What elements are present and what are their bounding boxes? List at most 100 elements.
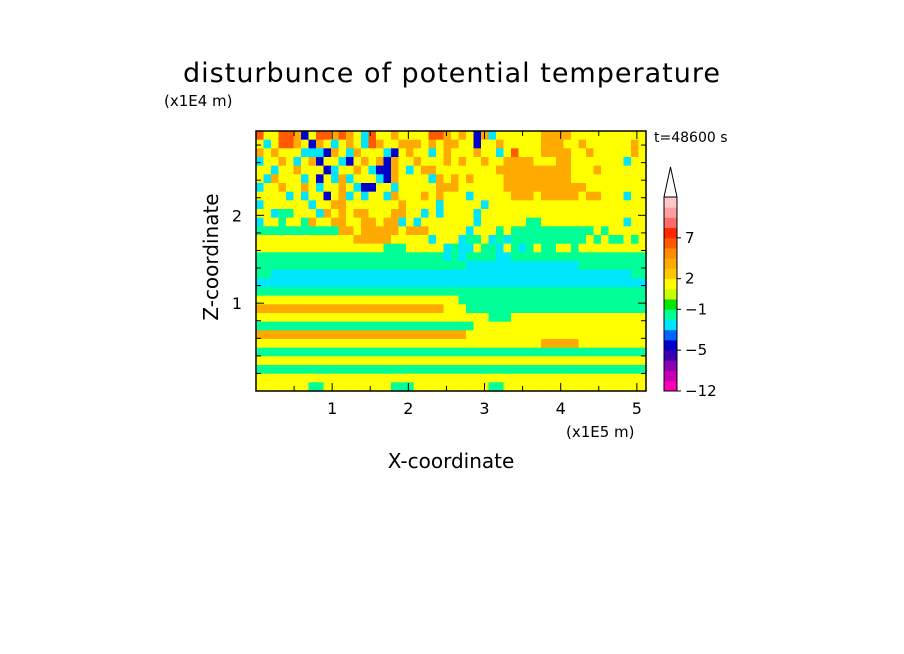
field-cell [391, 174, 400, 184]
field-cell [623, 330, 632, 340]
field-cell [361, 183, 370, 193]
field-cell [301, 365, 310, 375]
field-cell [548, 321, 557, 331]
field-cell [526, 217, 535, 227]
field-cell [376, 209, 385, 219]
field-cell [616, 261, 625, 271]
field-cell [406, 226, 415, 236]
field-cell [368, 243, 377, 253]
field-cell [466, 339, 475, 349]
field-cell [458, 261, 467, 271]
field-cell [608, 321, 617, 331]
field-cell [518, 365, 527, 375]
field-cell [451, 235, 460, 245]
field-cell [556, 209, 565, 219]
field-cell [556, 365, 565, 375]
field-cell [278, 174, 287, 184]
field-cell [443, 157, 452, 167]
field-cell [398, 278, 407, 288]
field-cell [488, 347, 497, 357]
field-cell [346, 157, 355, 167]
field-cell [256, 373, 265, 383]
field-cell [338, 217, 347, 227]
field-cell [526, 148, 535, 158]
field-cell [533, 217, 542, 227]
field-cell [308, 373, 317, 383]
axis-ticks: 1 2 3 4 512 [232, 131, 646, 418]
field-cell [496, 200, 505, 210]
field-cell [623, 269, 632, 279]
field-cell [286, 252, 295, 262]
field-cell [413, 356, 422, 366]
field-cell [608, 278, 617, 288]
field-cell [263, 174, 272, 184]
field-cell [361, 269, 370, 279]
field-cell [316, 148, 325, 158]
field-cell [413, 347, 422, 357]
field-cell [488, 209, 497, 219]
field-cell [481, 261, 490, 271]
field-cell [308, 157, 317, 167]
field-cell [638, 157, 647, 167]
field-cell [571, 243, 580, 253]
field-cell [286, 313, 295, 323]
field-cell [383, 269, 392, 279]
field-cell [338, 252, 347, 262]
field-cell [571, 174, 580, 184]
field-cell [488, 269, 497, 279]
field-cell [533, 295, 542, 305]
field-cell [383, 165, 392, 175]
field-cell [406, 261, 415, 271]
field-cell [301, 157, 310, 167]
field-cell [511, 139, 520, 149]
field-cell [428, 287, 437, 297]
field-cell [443, 191, 452, 201]
field-cell [263, 269, 272, 279]
field-cell [323, 373, 332, 383]
field-cell [391, 165, 400, 175]
field-cell [548, 174, 557, 184]
field-cell [481, 382, 490, 392]
field-cell [586, 321, 595, 331]
field-cell [608, 356, 617, 366]
field-cell [278, 382, 287, 392]
field-cell [256, 131, 265, 141]
field-cell [503, 287, 512, 297]
field-cell [256, 217, 265, 227]
field-cell [286, 157, 295, 167]
field-cell [331, 217, 340, 227]
field-cell [466, 287, 475, 297]
field-cell [376, 313, 385, 323]
field-cell [286, 209, 295, 219]
field-cell [376, 217, 385, 227]
field-cell [638, 295, 647, 305]
field-cell [338, 209, 347, 219]
field-cell [263, 217, 272, 227]
field-cell [578, 295, 587, 305]
field-cell [278, 217, 287, 227]
field-cell [271, 174, 280, 184]
field-cell [413, 183, 422, 193]
field-cell [571, 365, 580, 375]
field-cell [368, 269, 377, 279]
field-cell [548, 209, 557, 219]
field-cell [391, 287, 400, 297]
field-cell [263, 347, 272, 357]
field-cell [398, 131, 407, 141]
field-cell [533, 321, 542, 331]
field-cell [563, 365, 572, 375]
field-cell [376, 295, 385, 305]
field-cell [316, 243, 325, 253]
field-cell [346, 287, 355, 297]
field-cell [623, 183, 632, 193]
field-cell [548, 252, 557, 262]
field-cell [398, 269, 407, 279]
field-cell [601, 330, 610, 340]
field-cell [586, 295, 595, 305]
field-cell [271, 200, 280, 210]
field-cell [616, 278, 625, 288]
field-cell [436, 252, 445, 262]
field-cell [346, 200, 355, 210]
field-cell [601, 382, 610, 392]
field-cell [286, 304, 295, 314]
